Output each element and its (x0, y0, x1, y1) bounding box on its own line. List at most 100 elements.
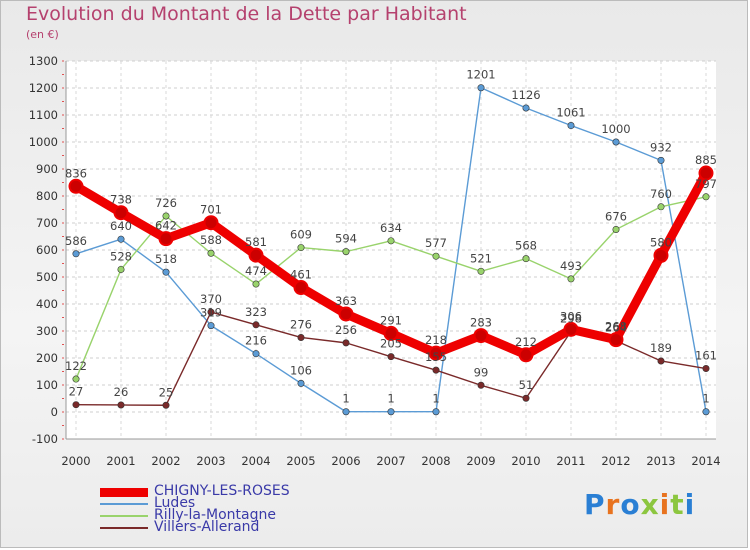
data-point-chigny-les-roses (158, 231, 174, 247)
data-label-rilly-la-montagne: 577 (425, 236, 447, 250)
data-point-villers-allerand (702, 365, 710, 373)
y-tick-label: 800 (36, 189, 58, 203)
data-point-chigny-les-roses (518, 347, 534, 363)
data-label-villers-allerand: 370 (200, 292, 222, 306)
data-label-chigny-les-roses: 218 (425, 333, 447, 347)
legend-label: Ludes (154, 495, 196, 511)
data-label-villers-allerand: 25 (159, 385, 174, 399)
data-point-chigny-les-roses (338, 306, 354, 322)
data-point-villers-allerand (522, 394, 530, 402)
data-label-ludes: 1000 (601, 122, 630, 136)
data-point-ludes (477, 84, 485, 92)
data-point-rilly-la-montagne (117, 265, 125, 273)
data-label-ludes: 1126 (511, 88, 540, 102)
data-point-ludes (567, 122, 575, 130)
data-point-rilly-la-montagne (252, 280, 260, 288)
x-tick-label: 2000 (61, 454, 90, 468)
data-point-chigny-les-roses (698, 165, 714, 181)
y-tick-label: 0 (51, 405, 58, 419)
y-tick-label: 700 (36, 216, 58, 230)
y-tick-label: 1300 (29, 54, 58, 68)
x-tick-label: 2004 (241, 454, 270, 468)
legend-label: CHIGNY-LES-ROSES (154, 483, 290, 499)
data-point-chigny-les-roses (608, 332, 624, 348)
data-label-ludes: 518 (155, 252, 177, 266)
y-tick-label: 900 (36, 162, 58, 176)
data-point-chigny-les-roses (113, 205, 129, 221)
data-point-ludes (342, 408, 350, 416)
data-label-chigny-les-roses: 268 (605, 320, 627, 334)
data-label-rilly-la-montagne: 493 (560, 259, 582, 273)
data-label-chigny-les-roses: 885 (695, 153, 717, 167)
data-label-villers-allerand: 26 (114, 385, 129, 399)
data-label-chigny-les-roses: 581 (245, 235, 267, 249)
data-point-villers-allerand (657, 357, 665, 365)
data-label-ludes: 106 (290, 363, 312, 377)
data-point-villers-allerand (432, 366, 440, 374)
data-label-villers-allerand: 27 (69, 385, 84, 399)
data-label-chigny-les-roses: 283 (470, 316, 492, 330)
data-point-chigny-les-roses (563, 321, 579, 337)
data-label-villers-allerand: 205 (380, 337, 402, 351)
data-point-rilly-la-montagne (477, 267, 485, 275)
data-label-ludes: 640 (110, 219, 132, 233)
data-point-villers-allerand (72, 401, 80, 409)
data-label-rilly-la-montagne: 634 (380, 221, 402, 235)
data-point-villers-allerand (342, 339, 350, 347)
legend-swatch (100, 503, 148, 505)
data-label-ludes: 586 (65, 234, 87, 248)
data-label-villers-allerand: 99 (474, 365, 489, 379)
logo-letter: P (584, 488, 606, 521)
data-label-rilly-la-montagne: 760 (650, 187, 672, 201)
data-point-chigny-les-roses (248, 247, 264, 263)
data-label-ludes: 932 (650, 140, 672, 154)
data-label-chigny-les-roses: 461 (290, 268, 312, 282)
data-label-rilly-la-montagne: 521 (470, 251, 492, 265)
x-tick-label: 2013 (646, 454, 675, 468)
y-tick-label: 500 (36, 270, 58, 284)
y-tick-label: 300 (36, 324, 58, 338)
data-label-villers-allerand: 276 (290, 317, 312, 331)
data-point-chigny-les-roses (383, 325, 399, 341)
data-point-chigny-les-roses (203, 215, 219, 231)
data-label-chigny-les-roses: 701 (200, 203, 222, 217)
data-point-rilly-la-montagne (297, 244, 305, 252)
data-point-ludes (657, 156, 665, 164)
data-point-ludes (702, 408, 710, 416)
data-point-rilly-la-montagne (432, 252, 440, 260)
proxiti-logo: Proxiti (584, 488, 695, 521)
logo-letter: i (659, 488, 671, 521)
data-label-chigny-les-roses: 580 (650, 235, 672, 249)
data-point-chigny-les-roses (293, 280, 309, 296)
data-label-ludes: 319 (200, 306, 222, 320)
data-point-villers-allerand (162, 401, 170, 409)
y-tick-label: 100 (36, 378, 58, 392)
y-tick-label: 400 (36, 297, 58, 311)
data-point-villers-allerand (252, 321, 260, 329)
data-point-chigny-les-roses (653, 247, 669, 263)
x-tick-label: 2003 (196, 454, 225, 468)
data-point-rilly-la-montagne (612, 225, 620, 233)
data-label-rilly-la-montagne: 594 (335, 232, 357, 246)
data-point-chigny-les-roses (473, 328, 489, 344)
legend-swatch (100, 515, 148, 517)
data-point-villers-allerand (387, 353, 395, 361)
data-point-villers-allerand (477, 381, 485, 389)
x-tick-label: 2008 (421, 454, 450, 468)
logo-letter: i (684, 488, 696, 521)
data-point-rilly-la-montagne (162, 212, 170, 220)
data-point-ludes (72, 250, 80, 258)
chart-subtitle: (en €) (26, 28, 59, 41)
data-label-rilly-la-montagne: 797 (695, 177, 717, 191)
data-label-rilly-la-montagne: 474 (245, 264, 267, 278)
data-label-ludes: 1 (702, 392, 709, 406)
data-label-chigny-les-roses: 836 (65, 166, 87, 180)
data-label-villers-allerand: 264 (605, 321, 627, 335)
data-point-ludes (432, 408, 440, 416)
logo-letter: r (605, 488, 621, 521)
data-label-villers-allerand: 256 (335, 323, 357, 337)
data-label-rilly-la-montagne: 122 (65, 359, 87, 373)
logo-letter: t (670, 488, 685, 521)
data-label-ludes: 1 (342, 392, 349, 406)
chart-title: Evolution du Montant de la Dette par Hab… (26, 3, 467, 25)
